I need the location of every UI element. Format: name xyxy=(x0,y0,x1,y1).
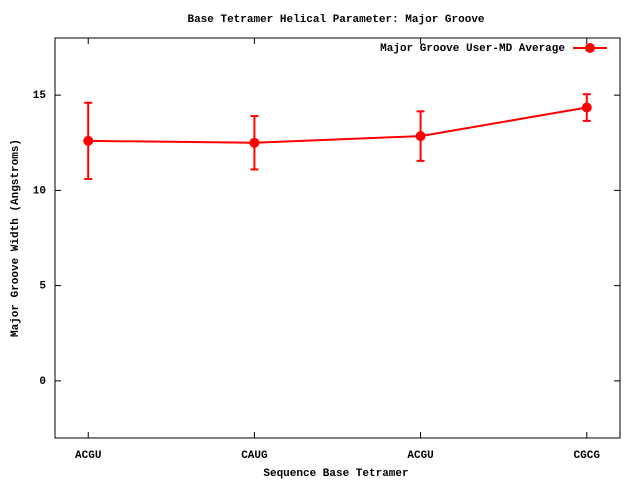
y-tick-label: 0 xyxy=(39,376,46,388)
y-tick-label: 5 xyxy=(39,281,46,293)
x-tick-label: CAUG xyxy=(241,450,268,462)
y-axis-label: Major Groove Width (Angstroms) xyxy=(10,139,22,337)
x-tick-label: ACGU xyxy=(407,450,433,462)
x-tick-label: ACGU xyxy=(75,450,101,462)
y-tick-label: 10 xyxy=(33,185,46,197)
point xyxy=(83,135,94,146)
point xyxy=(581,102,592,113)
y-tick-label: 15 xyxy=(33,90,47,102)
line xyxy=(88,106,587,144)
point xyxy=(249,137,260,148)
chart-title: Base Tetramer Helical Parameter: Major G… xyxy=(187,14,484,26)
plot-border xyxy=(54,37,621,439)
x-axis-label: Sequence Base Tetramer xyxy=(263,468,408,480)
legend-marker xyxy=(585,43,595,53)
legend-label: Major Groove User-MD Average xyxy=(380,43,565,55)
x-tick-label: CGCG xyxy=(574,450,601,462)
point xyxy=(415,131,426,142)
